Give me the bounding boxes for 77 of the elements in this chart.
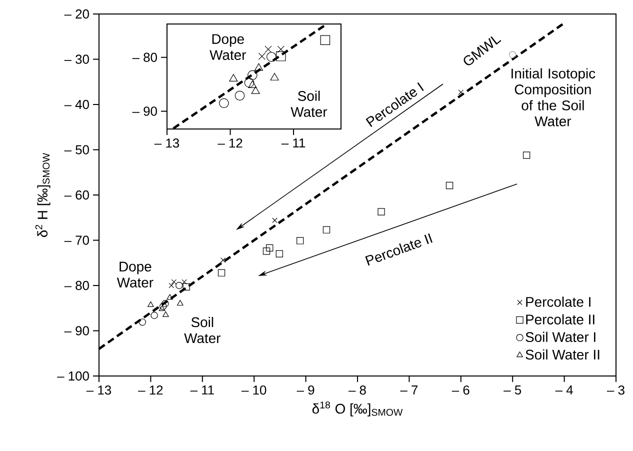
y-tick-label: – 50 xyxy=(64,145,89,154)
point xyxy=(220,258,226,263)
point xyxy=(262,248,270,255)
point xyxy=(176,282,183,290)
point xyxy=(138,318,146,326)
point xyxy=(148,301,154,307)
point xyxy=(248,80,257,88)
point xyxy=(266,52,276,62)
point xyxy=(150,312,158,319)
point xyxy=(458,90,464,95)
y-tick-label: – 30 xyxy=(64,54,89,64)
annotation: Dope Water xyxy=(116,262,154,288)
x-tick-label: – 10 xyxy=(242,385,266,395)
point xyxy=(158,305,166,311)
point xyxy=(322,226,330,234)
point xyxy=(320,35,330,46)
point xyxy=(182,283,190,290)
point xyxy=(276,250,284,258)
point xyxy=(166,294,173,300)
legend-label: Soil Water I xyxy=(526,332,596,342)
y-tick-label: – 60 xyxy=(64,190,89,200)
point xyxy=(171,279,177,285)
y-tick-label: – 70 xyxy=(64,236,89,245)
point xyxy=(248,70,258,80)
point xyxy=(229,74,238,82)
x-tick-label: – 11 xyxy=(190,386,214,394)
point xyxy=(522,152,530,159)
point xyxy=(254,63,264,71)
x-tick-label: – 4 xyxy=(555,386,573,394)
y-tick-label: – 90 xyxy=(64,326,89,336)
point xyxy=(218,269,226,276)
x-tick-label: – 6 xyxy=(452,385,470,395)
x-tick-label: – 8 xyxy=(348,385,366,395)
point xyxy=(509,51,516,58)
point xyxy=(378,208,385,216)
x-tick-label: – 12 xyxy=(218,138,242,148)
y-tick-label: – 80 xyxy=(132,52,157,62)
x-tick-label: – 7 xyxy=(400,386,418,394)
x-tick-label: – 11 xyxy=(281,138,306,148)
x-tick-label: – 12 xyxy=(138,385,163,395)
annotation: Initial Isotopic Composition of the Soil Water xyxy=(512,68,596,126)
point xyxy=(446,182,454,190)
point xyxy=(168,282,174,288)
y-tick-label: – 100 xyxy=(57,371,89,381)
x-tick-label: – 13 xyxy=(154,138,180,148)
x-tick-label: – 13 xyxy=(86,385,112,395)
annotation: Soil Water xyxy=(290,90,328,117)
x-tick-label: – 9 xyxy=(296,385,314,395)
annotation: Soil Water xyxy=(184,316,221,344)
point xyxy=(270,72,279,80)
point xyxy=(162,300,169,308)
legend-label: Percolate I xyxy=(526,296,590,307)
x-tick-label: – 5 xyxy=(504,386,522,395)
x-axis-title: δ$^{18}$ O [‰]$_{SMOW}$ xyxy=(312,402,403,416)
point xyxy=(266,244,274,252)
point xyxy=(162,311,169,317)
y-tick-label: – 80 xyxy=(64,280,89,290)
y-axis-title: δ$^{2}$ H [‰]$_{SMOW}$ xyxy=(35,152,50,238)
point xyxy=(160,302,167,310)
legend-label: Soil Water II xyxy=(526,349,600,360)
point xyxy=(272,218,278,223)
point xyxy=(177,300,184,306)
point xyxy=(251,86,260,94)
point xyxy=(264,46,272,53)
point xyxy=(296,237,304,244)
y-tick-label: – 40 xyxy=(64,100,89,110)
point xyxy=(219,98,229,108)
annotation: Dope Water xyxy=(210,34,246,60)
point xyxy=(244,78,254,88)
x-tick-label: – 3 xyxy=(607,385,624,395)
legend-label: Percolate II xyxy=(526,314,594,324)
point xyxy=(276,51,286,62)
point xyxy=(277,46,284,53)
y-tick-label: – 20 xyxy=(64,9,89,19)
point xyxy=(234,90,245,100)
y-tick-label: – 90 xyxy=(132,106,157,116)
point xyxy=(258,52,266,60)
